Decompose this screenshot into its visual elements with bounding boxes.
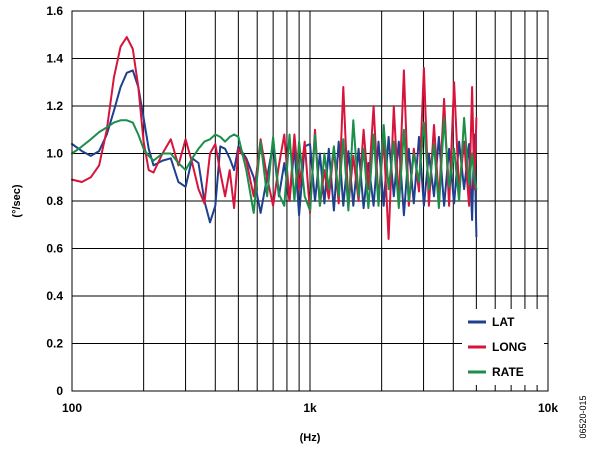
x-tick-label: 100 (62, 401, 82, 415)
y-tick-labels: 0 0.2 0.4 0.6 0.8 1.0 1.2 1.4 1.6 (46, 4, 63, 398)
legend-label-lat: LAT (492, 315, 515, 329)
legend-label-long: LONG (492, 340, 527, 354)
y-tick-label: 0 (56, 384, 63, 398)
y-tick-label: 0.8 (46, 194, 63, 208)
legend-label-rate: RATE (492, 365, 524, 379)
y-tick-label: 0.4 (46, 289, 63, 303)
y-axis-label: (°/sec) (11, 184, 23, 217)
series-line-rate (71, 116, 478, 214)
y-tick-label: 1.4 (46, 52, 63, 66)
plot-frame (71, 10, 549, 392)
x-tick-label: 10k (538, 401, 558, 415)
figure-id: 06520-015 (578, 395, 588, 438)
y-tick-label: 1.6 (46, 4, 63, 18)
x-tick-labels: 100 1k 10k (62, 401, 558, 415)
series-line-lat (71, 69, 478, 238)
legend: LAT LONG RATE (462, 309, 544, 385)
y-tick-label: 1.2 (46, 99, 63, 113)
series-layer (71, 36, 478, 240)
y-tick-label: 0.2 (46, 337, 63, 351)
y-tick-label: 0.6 (46, 242, 63, 256)
x-axis-label: (Hz) (300, 432, 321, 444)
y-tick-label: 1.0 (46, 147, 63, 161)
x-tick-label: 1k (303, 401, 317, 415)
